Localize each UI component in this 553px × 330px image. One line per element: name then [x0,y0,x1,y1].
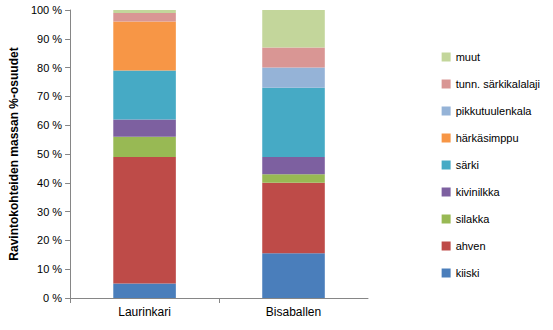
svg-text:Bisaballen: Bisaballen [266,305,321,319]
svg-text:70 %: 70 % [37,90,62,102]
svg-text:10 %: 10 % [37,263,62,275]
svg-text:tunn. särkikalalaji: tunn. särkikalalaji [456,78,540,90]
svg-text:särki: särki [456,159,479,171]
svg-text:60 %: 60 % [37,119,62,131]
svg-text:0 %: 0 % [43,292,62,304]
svg-text:100 %: 100 % [31,4,62,16]
svg-text:40 %: 40 % [37,177,62,189]
svg-text:härkäsimppu: härkäsimppu [456,132,519,144]
svg-text:50 %: 50 % [37,148,62,160]
svg-text:kiiski: kiiski [456,267,480,279]
svg-text:muut: muut [456,51,480,63]
svg-text:kivinilkka: kivinilkka [456,186,501,198]
svg-text:30 %: 30 % [37,206,62,218]
svg-text:ahven: ahven [456,240,486,252]
svg-text:20 %: 20 % [37,234,62,246]
svg-text:90 %: 90 % [37,33,62,45]
svg-text:silakka: silakka [456,213,491,225]
svg-text:pikkutuulenkala: pikkutuulenkala [456,105,533,117]
svg-text:Laurinkari: Laurinkari [118,305,171,319]
svg-text:80 %: 80 % [37,62,62,74]
svg-text:Ravintokohteiden massan %-osuu: Ravintokohteiden massan %-osuudet [7,47,21,260]
